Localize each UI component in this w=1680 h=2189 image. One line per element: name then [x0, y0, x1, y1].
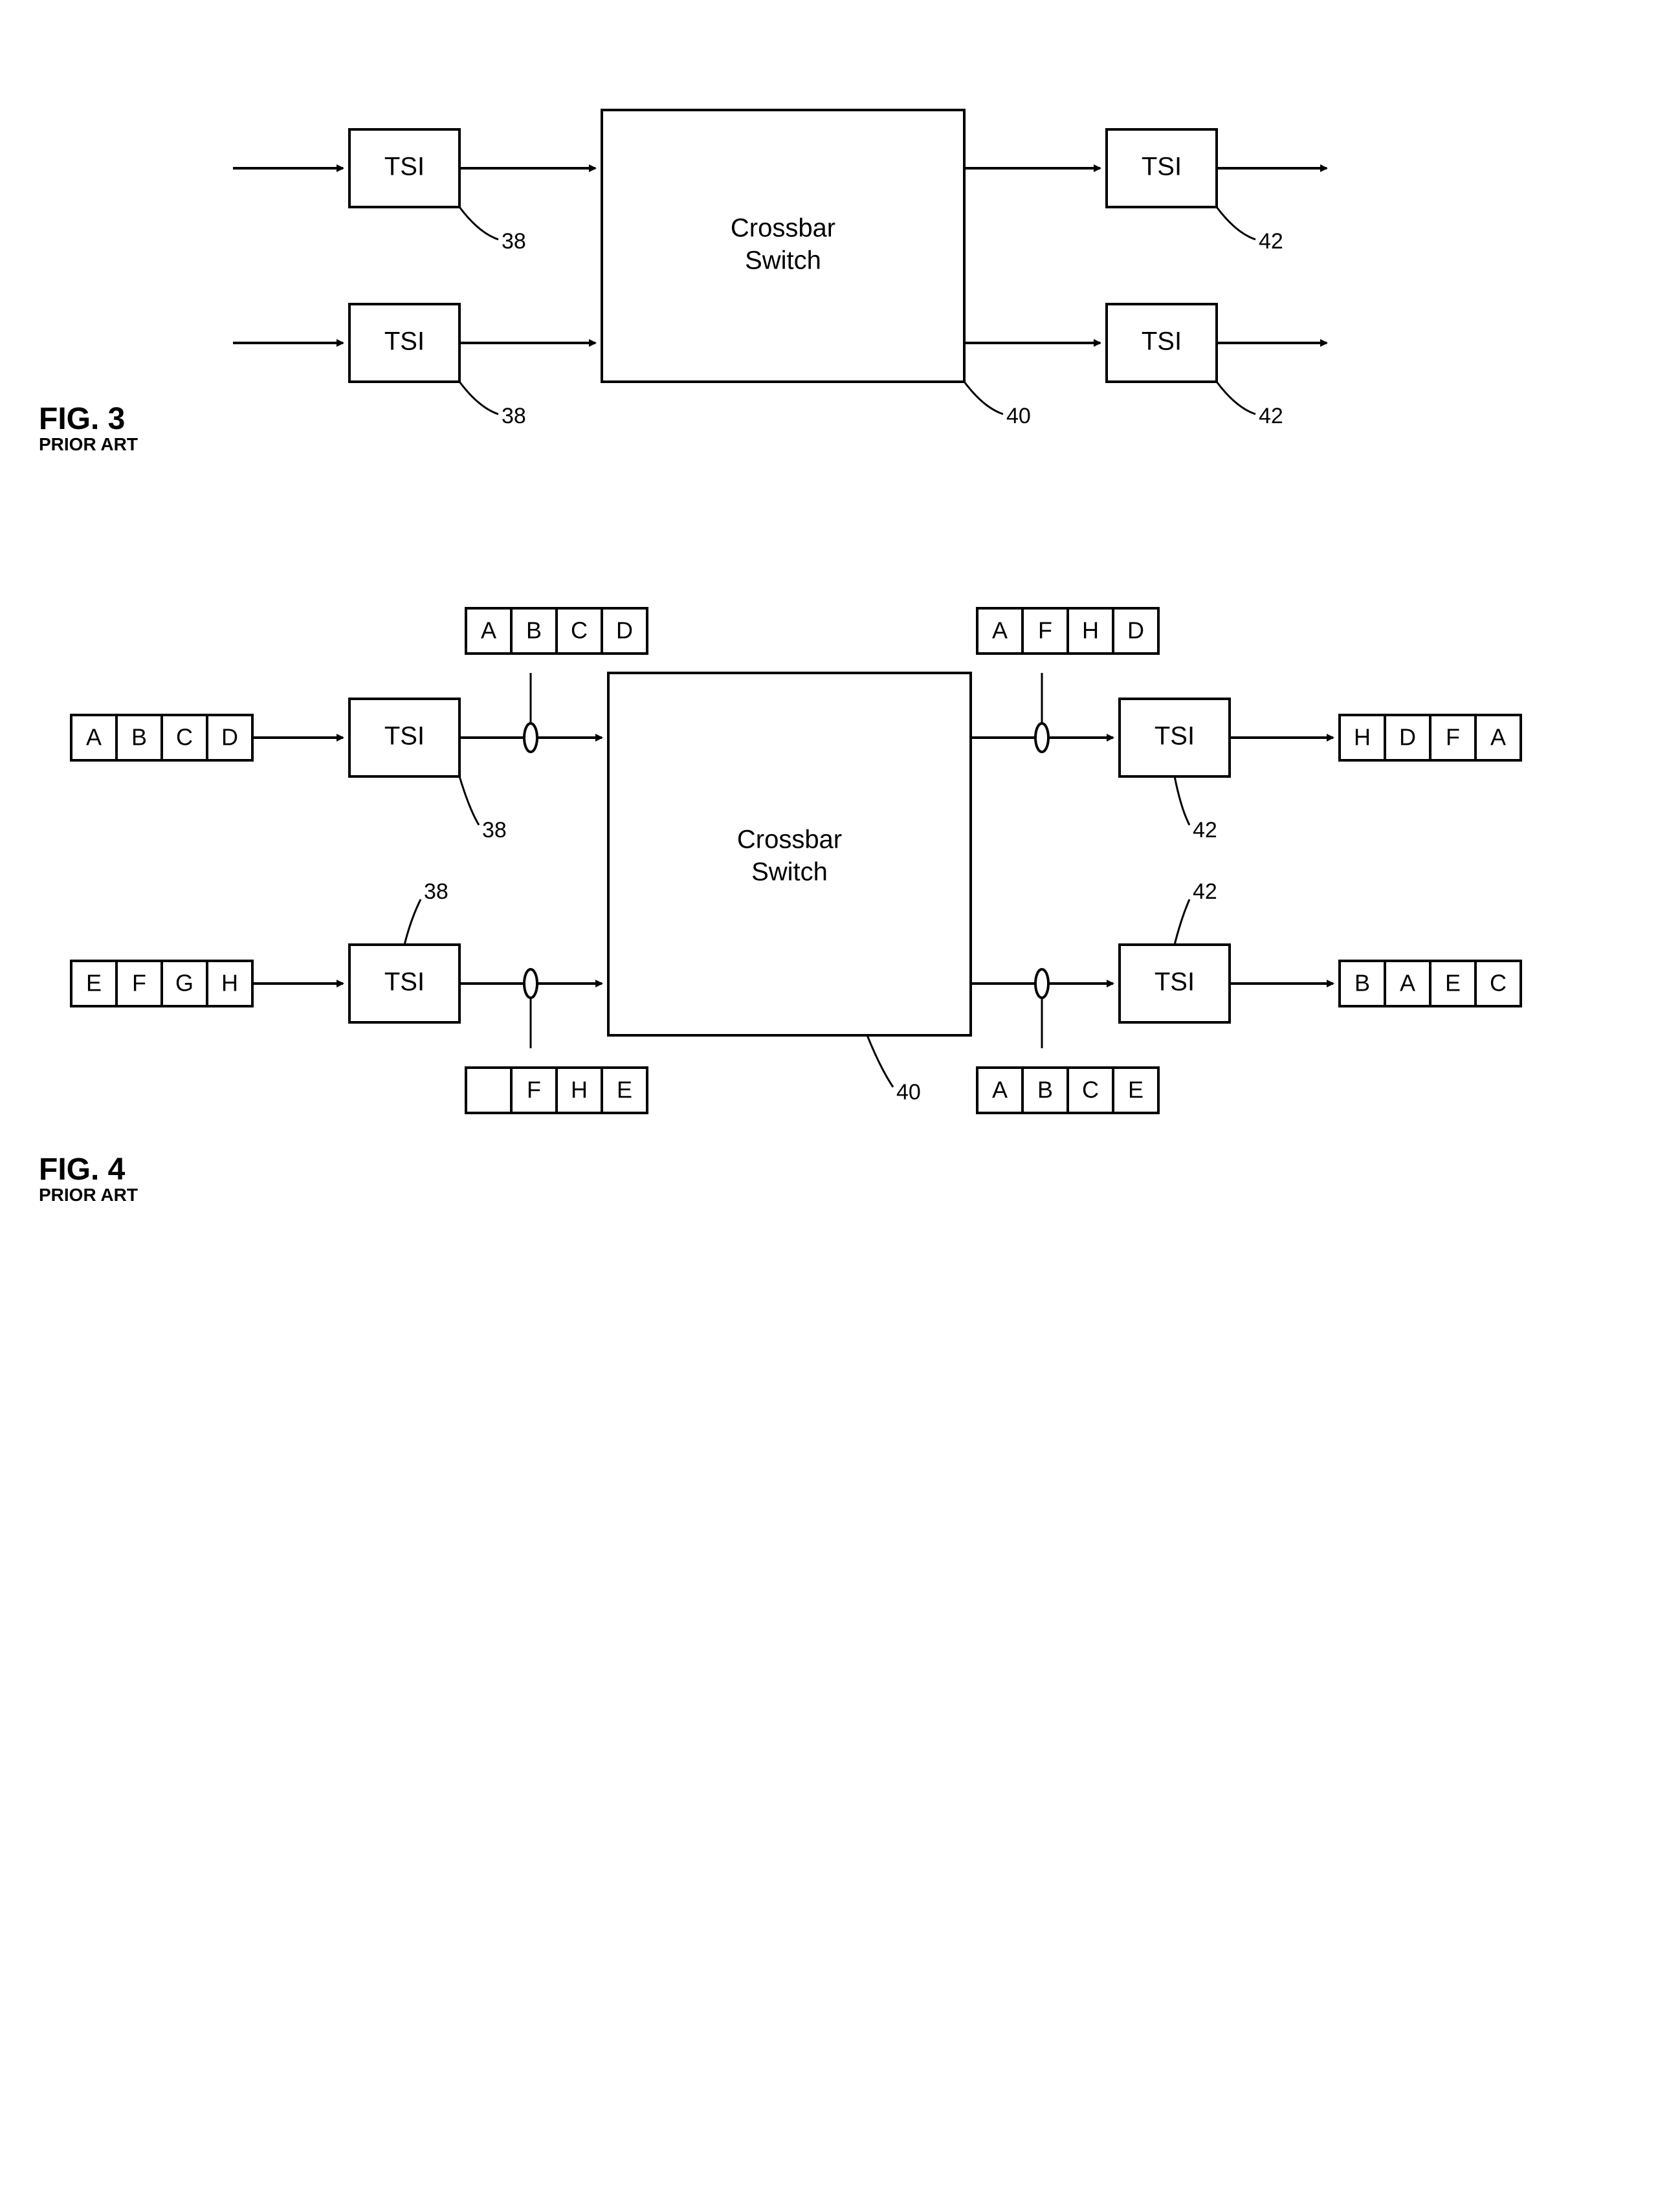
- fig3-ref-42-bot: 42: [1259, 404, 1283, 428]
- fig4-slots-mid4: ABCE: [977, 1068, 1158, 1113]
- slots-mid2-cell-label: H: [571, 1077, 588, 1103]
- slots-mid4-cell-label: C: [1082, 1077, 1099, 1103]
- fig4-slots-mid1: A B C D: [466, 608, 647, 654]
- fig3-lead-38-top: [459, 207, 498, 239]
- slots-in-bot-cell-label: E: [86, 970, 102, 996]
- slots-mid2-cell-label: E: [617, 1077, 632, 1103]
- fig3-tsi-out-top-label: TSI: [1142, 153, 1182, 181]
- fig4-label-sub: PRIOR ART: [39, 1185, 138, 1205]
- slots-out-top-cell-label: A: [1490, 724, 1506, 751]
- fig4-crossbar-label2: Switch: [751, 858, 828, 886]
- fig4-tap-mid3: [1035, 723, 1048, 752]
- fig3-tsi-out-bot-label: TSI: [1142, 327, 1182, 356]
- fig4-lead-42-top: [1175, 776, 1189, 825]
- figure-3: FIG. 3 PRIOR ART TSI 38 TSI 38 Crossbar …: [39, 39, 1641, 492]
- fig4-tap-mid1: [524, 723, 537, 752]
- fig3-lead-38-bot: [459, 382, 498, 414]
- slots-mid1-cell-label: C: [571, 617, 588, 644]
- slots-mid4-cell-label: B: [1037, 1077, 1053, 1103]
- fig3-tsi-in-bot-label: TSI: [384, 327, 425, 356]
- slots-mid3-cell-label: A: [992, 617, 1008, 644]
- slots-mid3-cell-label: D: [1127, 617, 1144, 644]
- slots-mid1-cell-label: D: [616, 617, 633, 644]
- fig3-lead-40: [964, 382, 1003, 414]
- fig4-crossbar-label1: Crossbar: [737, 826, 842, 854]
- fig4-lead-40: [867, 1035, 893, 1087]
- slots-in-top-cell-label: A: [86, 724, 102, 751]
- fig4-slots-mid3: AFHD: [977, 608, 1158, 654]
- fig3-ref-40: 40: [1006, 404, 1031, 428]
- slots-out-bot-cell-label: B: [1354, 970, 1370, 996]
- slots-mid2-cell-label: F: [527, 1077, 541, 1103]
- fig4-slots-in-top: A B C D: [71, 715, 252, 760]
- fig3-ref-38-top: 38: [502, 229, 526, 254]
- slots-out-top-cell-label: H: [1354, 724, 1371, 751]
- fig4-slots-in-bot: E F G H: [71, 961, 252, 1006]
- slots-out-top-cell-label: F: [1446, 724, 1460, 751]
- fig3-ref-42-top: 42: [1259, 229, 1283, 254]
- slots-mid1-cell-label: A: [481, 617, 496, 644]
- slots-out-bot-cell-label: C: [1490, 970, 1507, 996]
- slots-in-bot-cell-label: H: [221, 970, 238, 996]
- fig4-tap-mid4: [1035, 969, 1048, 998]
- fig4-ref-42-top: 42: [1193, 818, 1217, 842]
- fig4-tsi-in-bot-label: TSI: [384, 968, 425, 996]
- slots-out-bot-cell-label: E: [1445, 970, 1461, 996]
- fig4-tap-mid2: [524, 969, 537, 998]
- fig3-lead-42-top: [1217, 207, 1255, 239]
- slots-mid2-cell: [466, 1068, 511, 1113]
- fig4-ref-38-bot: 38: [424, 879, 448, 904]
- fig3-tsi-in-top-label: TSI: [384, 153, 425, 181]
- slots-out-top-cell-label: D: [1399, 724, 1416, 751]
- slots-mid4-cell-label: A: [992, 1077, 1008, 1103]
- fig3-svg: TSI 38 TSI 38 Crossbar Switch 40 TSI 42 …: [39, 39, 1398, 492]
- slots-in-bot-cell-label: F: [132, 970, 146, 996]
- slots-mid1-cell-label: B: [526, 617, 542, 644]
- fig4-tsi-out-bot-label: TSI: [1155, 968, 1195, 996]
- fig4-ref-40: 40: [896, 1080, 921, 1105]
- slots-mid3-cell-label: F: [1038, 617, 1052, 644]
- fig4-caption: FIG. 4 PRIOR ART: [39, 1152, 138, 1205]
- fig3-label-sub: PRIOR ART: [39, 434, 138, 455]
- fig3-lead-42-bot: [1217, 382, 1255, 414]
- slots-mid4-cell-label: E: [1128, 1077, 1144, 1103]
- fig4-ref-38-top: 38: [482, 818, 507, 842]
- slots-in-top-cell-label: B: [131, 724, 147, 751]
- fig4-slots-out-top: HDFA: [1340, 715, 1521, 760]
- fig4-tsi-out-top-label: TSI: [1155, 722, 1195, 751]
- fig4-tsi-in-top-label: TSI: [384, 722, 425, 751]
- slots-out-bot-cell-label: A: [1400, 970, 1415, 996]
- fig4-lead-42-bot: [1175, 899, 1189, 945]
- fig4-svg: A B C D E F G H TSI 38 TSI 38 A B C D F H E Crossba…: [39, 569, 1592, 1216]
- fig3-crossbar-label2: Switch: [745, 247, 821, 275]
- fig4-slots-out-bot: BAEC: [1340, 961, 1521, 1006]
- slots-in-top-cell-label: C: [176, 724, 193, 751]
- fig3-crossbar-label1: Crossbar: [731, 214, 835, 243]
- fig3-label-main: FIG. 3: [39, 402, 125, 436]
- fig4-lead-38-top: [459, 776, 479, 825]
- fig3-ref-38-bot: 38: [502, 404, 526, 428]
- fig4-crossbar-box: [608, 673, 971, 1035]
- slots-in-bot-cell-label: G: [175, 970, 193, 996]
- fig4-label-main: FIG. 4: [39, 1152, 125, 1187]
- fig4-slots-mid2: FHE: [466, 1068, 647, 1113]
- fig4-ref-42-bot: 42: [1193, 879, 1217, 904]
- fig3-caption: FIG. 3 PRIOR ART: [39, 401, 138, 455]
- figure-4: FIG. 4 PRIOR ART A B C D E F G H TSI 38 TSI 38: [39, 569, 1641, 1216]
- slots-mid3-cell-label: H: [1082, 617, 1099, 644]
- slots-in-top-cell-label: D: [221, 724, 238, 751]
- fig4-lead-38-bot: [404, 899, 421, 945]
